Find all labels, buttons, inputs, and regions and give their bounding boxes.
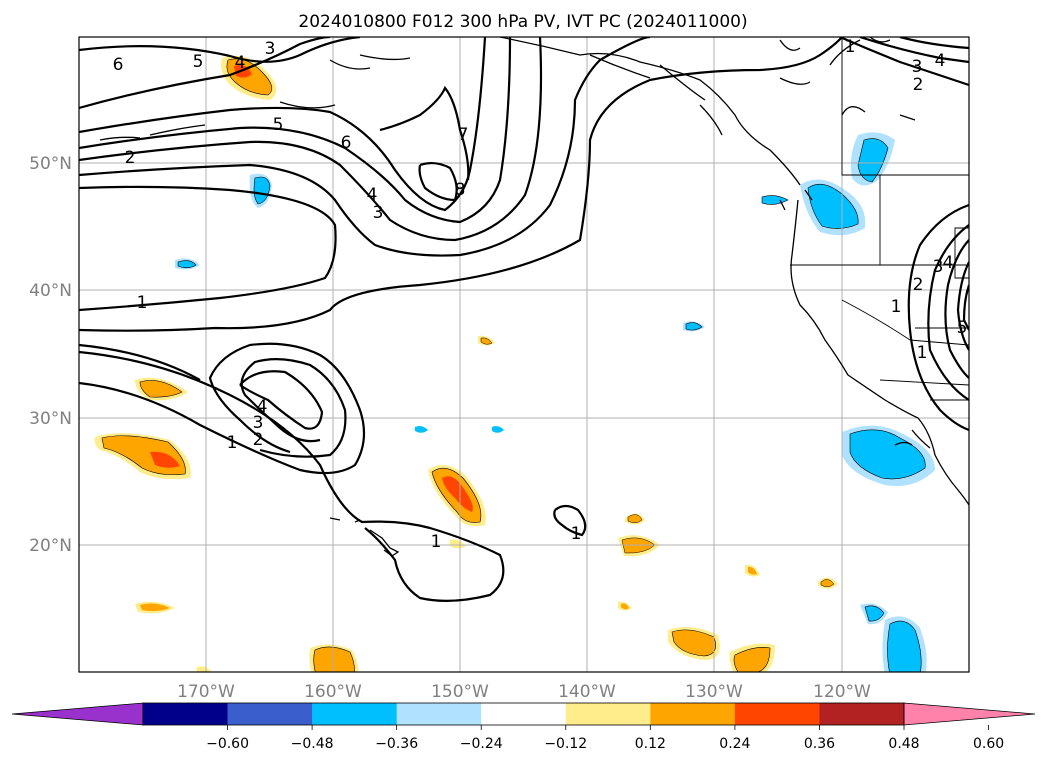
- graticule: [79, 37, 969, 672]
- contour-label: 4: [367, 185, 378, 205]
- contour-label: 3: [373, 203, 384, 223]
- lat-label: 20°N: [29, 536, 72, 556]
- colorbar-segment: [650, 703, 736, 725]
- colorbar-tick-label: −0.24: [460, 736, 503, 752]
- latitude-labels: 50°N 40°N 30°N 20°N: [29, 154, 72, 556]
- colorbar-extend-min: [11, 702, 144, 726]
- map-frame: [78, 36, 970, 673]
- lon-label: 130°W: [685, 682, 743, 702]
- colorbar-extend-max: [903, 702, 1036, 726]
- positive-anomaly-region: [627, 514, 643, 523]
- contour-label: 3: [253, 413, 264, 433]
- colorbar-segment: [734, 703, 820, 725]
- contour-label: 1: [845, 37, 856, 57]
- contour-label: 1: [891, 297, 902, 317]
- positive-anomaly-region: [820, 579, 835, 587]
- positive-anomaly-region: [621, 603, 629, 610]
- contour-label: 6: [113, 55, 124, 75]
- contour-label: 3: [933, 257, 944, 277]
- negative-anomaly-region: [887, 620, 922, 672]
- positive-anomaly-region: [450, 539, 466, 549]
- contour-label: 2: [913, 275, 924, 295]
- contour-label: 7: [458, 125, 469, 145]
- lon-label: 140°W: [558, 682, 616, 702]
- contour-label: 8: [455, 180, 466, 200]
- positive-anomaly-region: [140, 603, 170, 612]
- positive-anomaly-region: [748, 566, 757, 575]
- negative-anomaly-region: [864, 605, 885, 622]
- lat-label: 50°N: [29, 154, 72, 174]
- contour-label: 4: [235, 53, 246, 73]
- positive-anomaly-region: [313, 646, 355, 672]
- contour-label: 1: [917, 343, 928, 363]
- positive-anomaly-region: [196, 666, 212, 672]
- negative-anomaly-region: [807, 183, 859, 229]
- colorbar-segment: [819, 703, 905, 725]
- contour-label: 1: [571, 524, 582, 544]
- colorbar: −0.60 −0.48 −0.36 −0.24 −0.12 0.12 0.24 0.36 0.4…: [11, 702, 1036, 752]
- positive-anomaly-region: [480, 337, 493, 345]
- colorbar-segment: [227, 703, 313, 725]
- lat-label: 30°N: [29, 409, 72, 429]
- negative-anomaly-region: [415, 426, 428, 433]
- figure-title: 2024010800 F012 300 hPa PV, IVT PC (2024…: [298, 12, 747, 32]
- positive-anomaly-region: [139, 380, 183, 398]
- colorbar-segment: [396, 703, 482, 725]
- contour-label: 6: [341, 133, 352, 153]
- lon-label: 120°W: [813, 682, 871, 702]
- contour-label: 1: [137, 293, 148, 313]
- colorbar-tick-label: −0.12: [544, 736, 587, 752]
- colorbar-tick-label: −0.60: [206, 736, 249, 752]
- contour-label: 5: [193, 52, 204, 72]
- lon-label: 170°W: [177, 682, 235, 702]
- colorbar-frame: [142, 702, 905, 726]
- pv-contours: [79, 37, 969, 602]
- contour-label: 3: [265, 39, 276, 59]
- contour-label: 4: [257, 397, 268, 417]
- negative-anomaly-region: [685, 322, 703, 331]
- positive-anomaly-region: [442, 476, 473, 512]
- contour-label: 2: [913, 75, 924, 95]
- colorbar-segment: [312, 703, 397, 725]
- lon-label: 160°W: [304, 682, 362, 702]
- colorbar-tick-label: 0.24: [719, 736, 750, 752]
- lat-label: 40°N: [29, 281, 72, 301]
- colorbar-tick-label: −0.36: [375, 736, 418, 752]
- colorbar-segment: [565, 703, 651, 725]
- contour-label: 3: [912, 57, 923, 77]
- longitude-labels: 170°W 160°W 150°W 140°W 130°W 120°W: [177, 682, 871, 702]
- colorbar-tick-label: 0.12: [635, 736, 666, 752]
- negative-anomaly-region: [492, 426, 504, 433]
- contour-label: 4: [935, 51, 946, 71]
- colorbar-tick-label: −0.48: [291, 736, 334, 752]
- contour-label: 5: [957, 318, 968, 338]
- map-panel: 6 5 4 3 5 2 6 7 8 4 3 1 4 3 2 1 1 1 1 3: [78, 36, 970, 673]
- positive-anomaly-region: [733, 647, 771, 672]
- colorbar-tick-label: 0.36: [804, 736, 835, 752]
- contour-labels: 6 5 4 3 5 2 6 7 8 4 3 1 4 3 2 1 1 1 1 3: [113, 37, 968, 552]
- contour-label: 2: [125, 148, 136, 168]
- contour-label: 2: [253, 430, 264, 450]
- contour-label: 1: [431, 532, 442, 552]
- contour-label: 5: [273, 115, 284, 135]
- lon-label: 150°W: [431, 682, 489, 702]
- contour-label: 4: [943, 253, 954, 273]
- coastline: [99, 37, 969, 557]
- positive-anomaly-region: [150, 451, 180, 468]
- colorbar-tick-label: 0.60: [973, 736, 1004, 752]
- contour-label: 1: [227, 433, 238, 453]
- shading-layer: [94, 55, 935, 672]
- colorbar-segment: [143, 703, 228, 725]
- colorbar-segment: [481, 703, 567, 725]
- colorbar-tick-label: 0.48: [888, 736, 919, 752]
- negative-anomaly-region: [177, 260, 197, 269]
